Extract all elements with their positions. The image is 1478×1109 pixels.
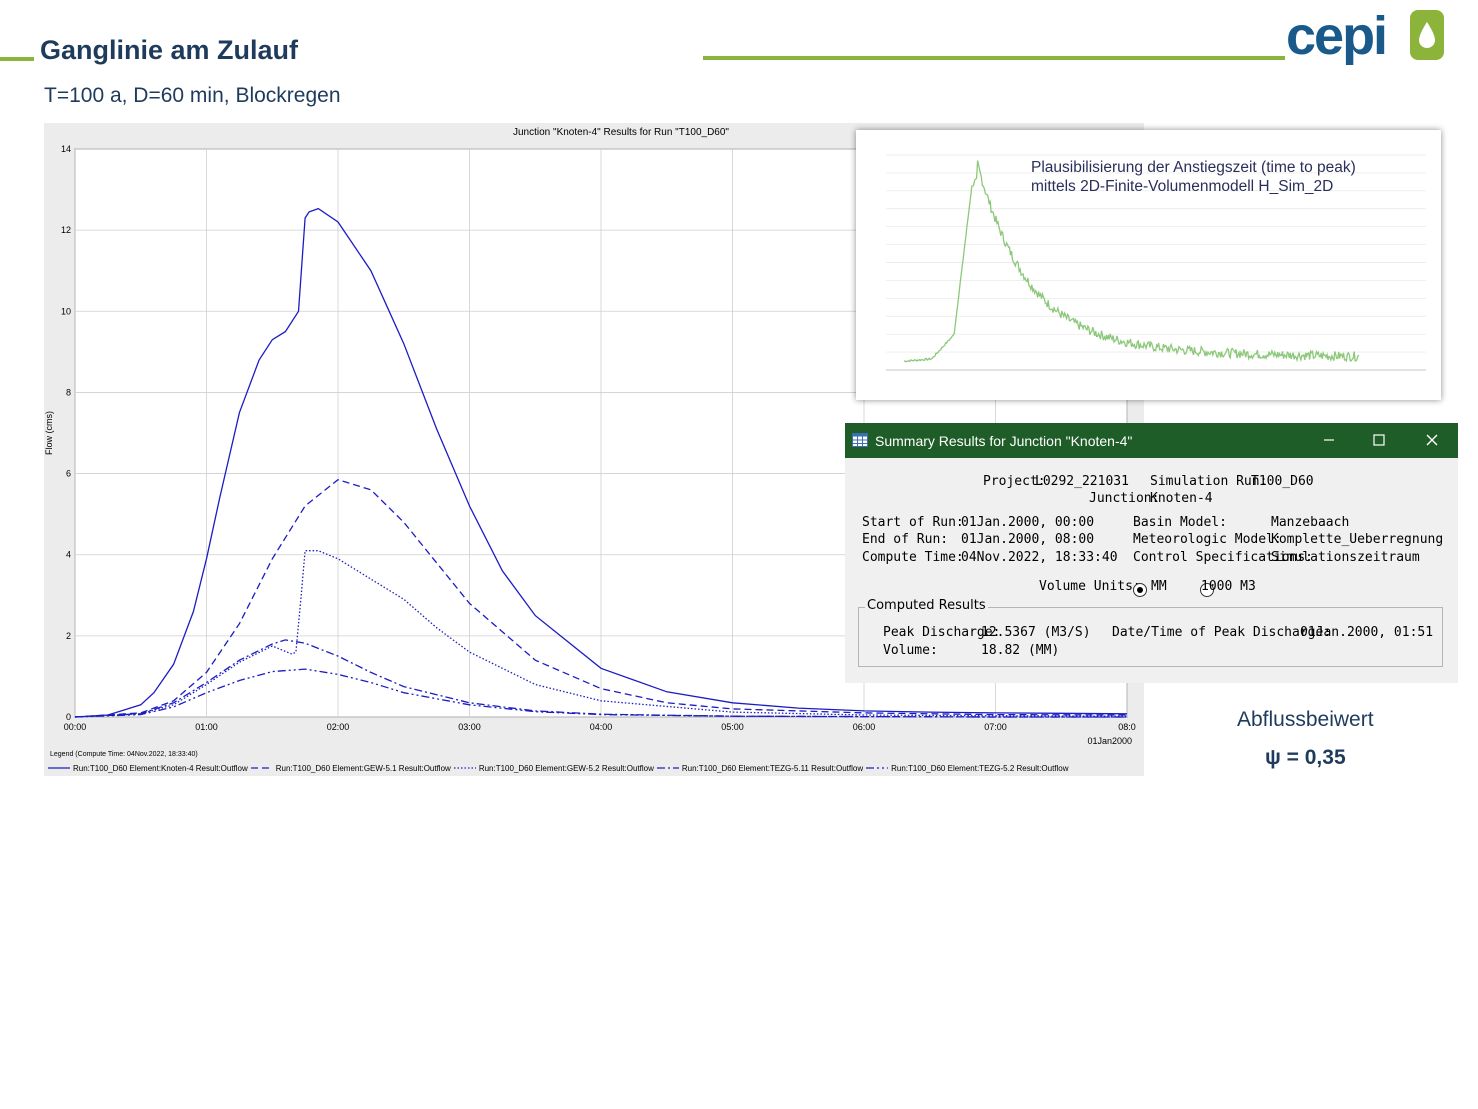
minimize-button[interactable] [1318,429,1340,451]
compute-label: Compute Time: [862,550,964,565]
legend-item: Run:T100_D60 Element:TEZG-5.2 Result:Out… [866,763,1069,773]
y-tick-label: 10 [61,306,71,316]
y-axis-label: Flow (cms) [44,411,54,455]
start-value: 01Jan.2000, 00:00 [961,515,1095,530]
runoff-coefficient-value: ψ = 0,35 [1265,746,1346,769]
legend-swatch [250,767,273,769]
cepi-logo-text: cepi [1286,8,1386,66]
unit-mm-label: MM [1151,579,1167,594]
inset-series-line [903,160,1360,363]
control-value: Simulationszeitraum [1271,550,1420,565]
compute-value: 04Nov.2022, 18:33:40 [961,550,1118,565]
legend-label: Run:T100_D60 Element:GEW-5.1 Result:Outf… [275,763,451,773]
peak-time-value: 01Jan.2000, 01:51 [1300,625,1434,640]
legend-item: Run:T100_D60 Element:Knoten-4 Result:Out… [48,764,248,773]
y-tick-label: 14 [61,144,71,154]
peak-time-label: Date/Time of Peak Discharge: [1112,625,1332,640]
project-value: L0292_221031 [1035,474,1129,489]
water-drop-icon [1419,22,1435,48]
y-tick-label: 12 [61,225,71,235]
cepi-logo: cepi [1286,8,1444,66]
runoff-coefficient-label: Abflussbeiwert [1237,708,1374,731]
y-tick-label: 8 [66,387,71,397]
x-tick-label: 04:00 [590,722,613,732]
unit-m3-label: 1000 M3 [1201,579,1256,594]
series-line-4 [74,639,1127,718]
computed-results-group: Computed Results Peak Discharge: 12.5367… [858,598,1443,667]
computed-results-label: Computed Results [865,598,988,613]
dialog-title: Summary Results for Junction "Knoten-4" [875,433,1133,449]
close-button[interactable] [1421,429,1443,451]
peak-discharge-value: 12.5367 (M3/S) [981,625,1091,640]
legend-swatch [866,767,889,769]
inset-caption-line1: Plausibilisierung der Anstiegszeit (time… [1031,159,1356,176]
legend-swatch [48,767,70,769]
x-date-label: 01Jan2000 [1087,736,1132,746]
chart-legend: Run:T100_D60 Element:Knoten-4 Result:Out… [48,762,1140,774]
x-tick-label: 03:00 [458,722,481,732]
y-tick-label: 4 [66,550,71,560]
y-tick-label: 6 [66,469,71,479]
unit-mm-radio[interactable] [1133,582,1147,597]
legend-label: Run:T100_D60 Element:Knoten-4 Result:Out… [73,763,248,773]
table-icon [852,433,868,447]
meteo-value: Komplette_Ueberregnung [1271,532,1444,547]
slide-title: Ganglinie am Zulauf [40,35,299,65]
slide-subtitle: T=100 a, D=60 min, Blockregen [44,84,341,107]
x-tick-label: 07:00 [984,722,1007,732]
inset-hydrograph [886,154,1426,371]
legend-title: Legend (Compute Time: 04Nov.2022, 18:33:… [50,751,198,758]
series-line-2 [74,478,1128,718]
legend-label: Run:T100_D60 Element:GEW-5.2 Result:Outf… [478,763,654,773]
summary-results-dialog: Summary Results for Junction "Knoten-4" … [845,423,1458,683]
dialog-title-bar[interactable]: Summary Results for Junction "Knoten-4" [845,423,1458,458]
x-tick-label: 02:00 [327,722,350,732]
x-tick-label: 05:00 [721,722,744,732]
basin-value: Manzebaach [1271,515,1350,530]
legend-swatch [453,767,476,769]
junction-value: Knoten-4 [1150,491,1213,506]
legend-label: Run:T100_D60 Element:TEZG-5.11 Result:Ou… [681,763,864,773]
legend-item: Run:T100_D60 Element:TEZG-5.11 Result:Ou… [656,763,864,773]
end-value: 01Jan.2000, 08:00 [961,532,1095,547]
legend-item: Run:T100_D60 Element:GEW-5.1 Result:Outf… [250,763,451,773]
title-accent-line-left [0,57,34,61]
x-tick-label: 08:0 [1118,722,1136,732]
inset-2d-model-plot [856,130,1441,400]
unit-m3-radio[interactable] [1200,582,1215,597]
legend-label: Run:T100_D60 Element:TEZG-5.2 Result:Out… [891,763,1069,773]
series-line-3 [74,550,1128,718]
project-label: Project: [983,474,1046,489]
y-tick-label: 2 [66,631,71,641]
inset-caption: Plausibilisierung der Anstiegszeit (time… [1031,158,1356,196]
x-tick-label: 01:00 [195,722,218,732]
basin-label: Basin Model: [1133,515,1227,530]
end-label: End of Run: [862,532,949,547]
inset-caption-line2: mittels 2D-Finite-Volumenmodell H_Sim_2D [1031,178,1334,195]
sim-run-value: T100_D60 [1251,474,1314,489]
volume-units-label: Volume Units: [1039,579,1141,594]
peak-discharge-label: Peak Discharge: [883,625,1001,640]
legend-item: Run:T100_D60 Element:GEW-5.2 Result:Outf… [453,763,654,773]
maximize-button[interactable] [1368,429,1390,451]
minimize-icon [1324,439,1334,441]
volume-label: Volume: [883,643,938,658]
junction-label: Junction: [1089,491,1160,506]
chart-title: Junction "Knoten-4" Results for Run "T10… [513,127,729,138]
series-line-1 [74,207,1128,718]
meteo-label: Meteorologic Model: [1133,532,1282,547]
y-tick-label: 0 [66,712,71,722]
x-tick-label: 00:00 [64,722,87,732]
volume-value: 18.82 (MM) [981,643,1060,658]
close-icon [1426,434,1438,446]
sim-run-label: Simulation Run: [1150,474,1268,489]
maximize-icon [1373,434,1385,446]
start-label: Start of Run: [862,515,964,530]
x-tick-label: 06:00 [853,722,876,732]
title-accent-line-right [703,56,1285,60]
control-label: Control Specifications: [1133,550,1314,565]
legend-swatch [656,767,679,769]
